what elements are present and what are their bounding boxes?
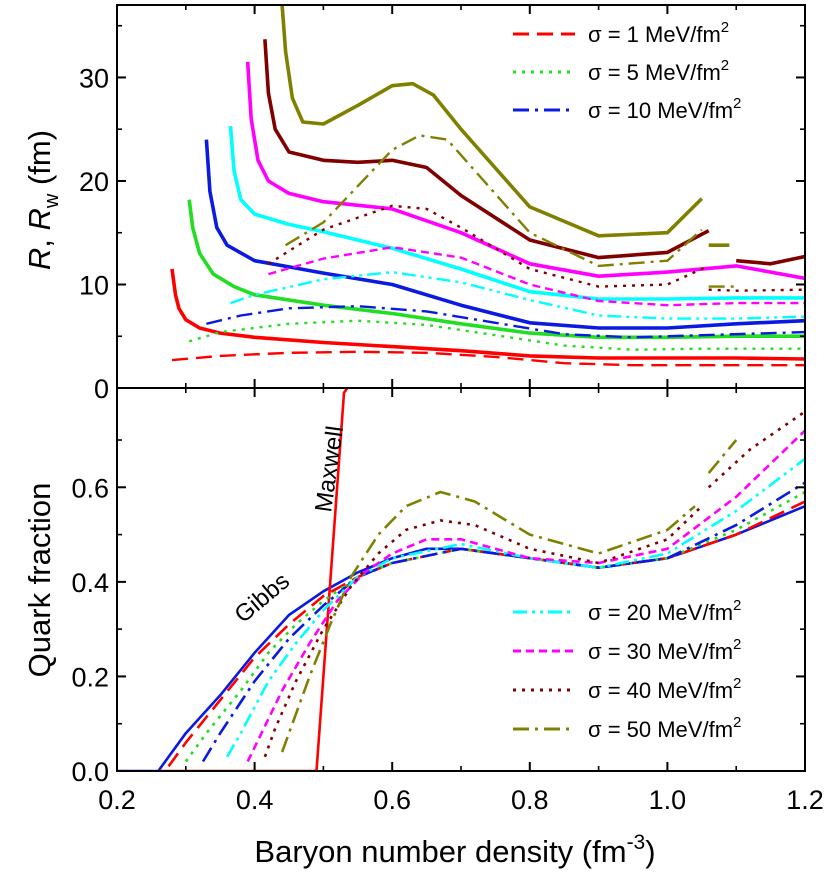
- y-tick-label: 30: [79, 63, 109, 93]
- legend-label: σ = 40 MeV/fm2: [588, 675, 741, 703]
- legend-label: σ = 20 MeV/fm2: [588, 597, 741, 625]
- s40-curve-line-7: [263, 505, 703, 758]
- s40-r-line-11: [736, 254, 805, 266]
- s50-curve-line-10: [707, 439, 738, 474]
- y-tick-label: 20: [79, 167, 109, 197]
- y-tick-label: 0.4: [71, 568, 109, 598]
- s1-rw-line-1: [171, 350, 805, 367]
- s50-r-line-14: [280, 5, 704, 238]
- legend: σ = 20 MeV/fm2 σ = 30 MeV/fm2 σ = 40 MeV/f…: [513, 597, 741, 742]
- s1-r-line-0: [170, 268, 805, 361]
- legend: σ = 1 MeV/fm2 σ = 5 MeV/fm2 σ = 10 MeV/fm2: [513, 19, 741, 123]
- x-tick-label: 0.6: [373, 785, 411, 815]
- y-tick-label: 0.0: [71, 757, 109, 787]
- x-tick-label: 1.2: [786, 785, 824, 815]
- y-tick-label: 10: [79, 270, 109, 300]
- x-axis-title: Baryon number density (fm-3): [254, 831, 655, 869]
- y-tick-label: 0.6: [71, 473, 109, 503]
- legend-label: σ = 1 MeV/fm2: [588, 19, 729, 47]
- s30-rw-line-9: [268, 245, 805, 307]
- legend-label: σ = 5 MeV/fm2: [588, 57, 729, 85]
- x-tick-label: 0.8: [511, 785, 549, 815]
- top-y-axis-title: R, Rw (fm): [22, 130, 63, 270]
- bottom-panel: 0.2 0.4 0.6 0.8 1.0 1.20.00.20.40.6σ = 20 MeV…: [71, 387, 824, 815]
- maxwell-curve-line-1: [158, 388, 349, 771]
- series-group: [117, 388, 805, 771]
- y-tick-label: 0.2: [71, 662, 109, 692]
- panel-frame: [116, 387, 806, 772]
- legend-label: σ = 50 MeV/fm2: [588, 714, 741, 742]
- legend-label: σ = 10 MeV/fm2: [588, 95, 741, 123]
- s10-rw-line-5: [206, 305, 805, 339]
- y-tick-label: 0: [94, 374, 109, 404]
- top-panel: 0 10 20 30 σ = 1 MeV/fm2 σ = 5 MeV/fm2 σ = 10 …: [79, 4, 806, 404]
- s5-r-line-2: [187, 199, 805, 340]
- s40-r-line-10: [263, 39, 710, 260]
- legend-label: σ = 30 MeV/fm2: [588, 636, 741, 664]
- s20-r-line-6: [228, 125, 805, 301]
- maxwell-label: Maxwell: [310, 424, 349, 514]
- s30-r-line-8: [245, 61, 805, 281]
- s20-rw-line-7: [230, 270, 805, 320]
- x-tick-label: 0.2: [98, 785, 136, 815]
- s10-r-line-4: [204, 139, 805, 330]
- s10-curve-line-4: [201, 481, 805, 763]
- s50-rw-line-16: [284, 134, 703, 268]
- s40-rw-line-13: [708, 288, 805, 292]
- x-tick-label: 0.4: [236, 785, 274, 815]
- x-tick-label: 1.0: [649, 785, 687, 815]
- s30-curve-line-6: [246, 429, 805, 763]
- series-group: [170, 5, 805, 367]
- s40-curve-line-8: [707, 410, 805, 489]
- bottom-y-axis-title: Quark fraction: [22, 483, 57, 678]
